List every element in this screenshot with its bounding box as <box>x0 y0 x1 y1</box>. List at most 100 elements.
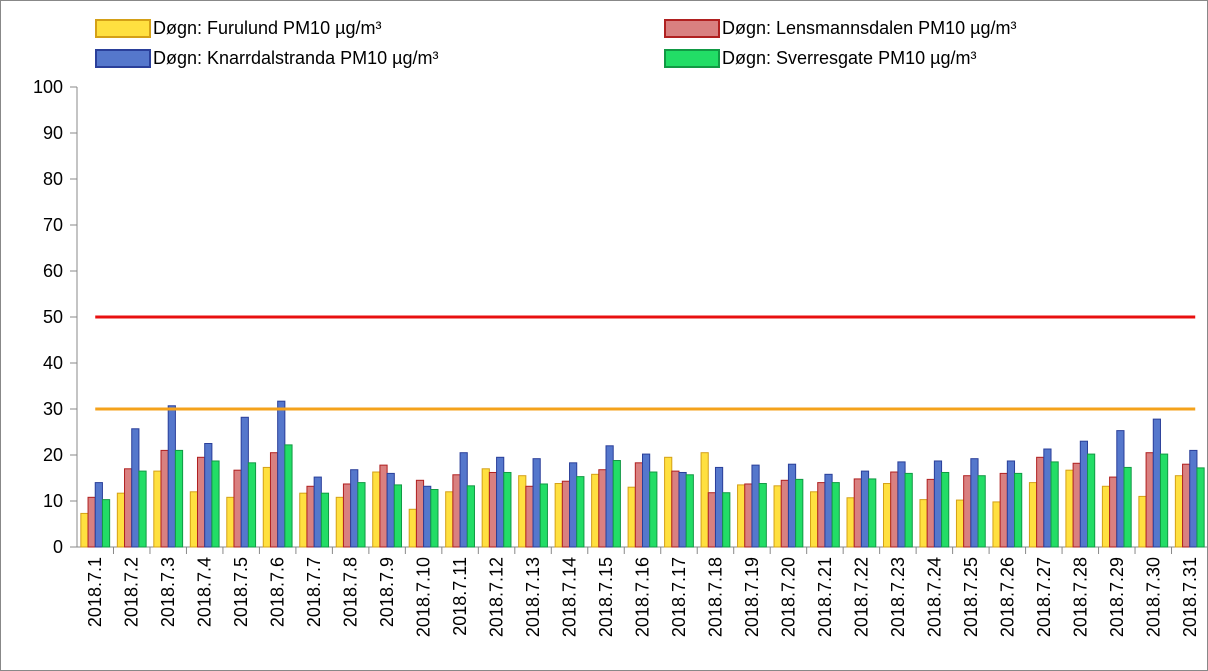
bar <box>904 472 913 548</box>
y-tick-label: 90 <box>43 123 63 143</box>
bar <box>882 483 892 548</box>
x-tick-label: 2018.7.3 <box>158 557 178 627</box>
y-tick-label: 100 <box>33 77 63 97</box>
y-tick-label: 10 <box>43 491 63 511</box>
bar <box>591 473 600 548</box>
y-tick-label: 30 <box>43 399 63 419</box>
bar <box>1174 475 1184 548</box>
bar <box>226 496 235 548</box>
x-tick-label: 2018.7.18 <box>705 557 725 637</box>
x-tick-label: 2018.7.24 <box>924 557 944 637</box>
bar <box>313 476 322 548</box>
x-tick-label: 2018.7.28 <box>1070 557 1090 637</box>
bar <box>598 469 607 548</box>
bar <box>1123 466 1132 548</box>
bar <box>174 449 184 548</box>
bar <box>853 478 862 548</box>
bar <box>890 471 899 548</box>
bar <box>196 456 206 548</box>
bar <box>773 485 782 548</box>
bar <box>247 462 257 548</box>
bar <box>1196 467 1205 548</box>
bar <box>1101 485 1111 548</box>
y-tick-label: 40 <box>43 353 63 373</box>
bar <box>445 491 454 548</box>
bar <box>320 492 330 548</box>
bar <box>700 452 709 548</box>
legend-label: Døgn: Furulund PM10 µg/m³ <box>153 18 381 38</box>
bar <box>350 469 359 548</box>
bar <box>1109 476 1118 548</box>
x-tick-label: 2018.7.5 <box>231 557 251 627</box>
bar <box>284 444 293 548</box>
bar <box>678 471 687 548</box>
x-tick-label: 2018.7.17 <box>669 557 689 637</box>
legend-swatch <box>95 49 151 68</box>
x-tick-label: 2018.7.9 <box>377 557 397 627</box>
bar <box>1065 469 1074 548</box>
y-tick-label: 20 <box>43 445 63 465</box>
bar <box>963 475 972 548</box>
bar <box>160 449 169 548</box>
bar <box>415 479 425 548</box>
bar <box>342 483 352 548</box>
x-tick-label: 2018.7.2 <box>122 557 142 627</box>
bar <box>1079 440 1089 548</box>
bar <box>795 478 804 548</box>
bar <box>751 464 760 548</box>
bar <box>810 491 819 548</box>
bar <box>919 499 928 548</box>
bar <box>977 475 986 548</box>
x-tick-label: 2018.7.21 <box>815 557 835 637</box>
legend-swatch <box>664 49 720 68</box>
bar <box>846 497 855 548</box>
bar <box>393 484 403 548</box>
bar <box>466 485 475 548</box>
bar <box>744 483 753 548</box>
bar <box>627 486 636 548</box>
x-tick-label: 2018.7.6 <box>268 557 288 627</box>
bar <box>211 460 220 548</box>
x-tick-label: 2018.7.23 <box>888 557 908 637</box>
x-tick-label: 2018.7.16 <box>633 557 653 637</box>
bar <box>642 453 651 548</box>
bar <box>1182 463 1191 548</box>
bar <box>1152 418 1161 548</box>
x-tick-label: 2018.7.31 <box>1180 557 1200 637</box>
bar <box>277 400 286 548</box>
bar <box>124 468 133 548</box>
bar <box>999 472 1008 548</box>
bar <box>941 471 950 548</box>
legend-swatch <box>664 19 720 38</box>
x-tick-label: 2018.7.11 <box>450 557 470 636</box>
y-tick-label: 80 <box>43 169 63 189</box>
x-tick-label: 2018.7.7 <box>304 557 324 627</box>
bar <box>80 512 89 548</box>
bar <box>87 496 96 548</box>
bar <box>1043 448 1052 548</box>
bar <box>496 456 505 548</box>
bar <box>831 482 840 548</box>
bar <box>707 492 716 548</box>
bar <box>525 485 534 548</box>
bar <box>970 458 979 548</box>
x-tick-label: 2018.7.25 <box>961 557 981 637</box>
bar <box>167 405 176 548</box>
bar <box>335 496 344 548</box>
bar <box>240 416 249 548</box>
x-tick-label: 2018.7.12 <box>487 557 507 637</box>
bar <box>758 483 767 548</box>
bar <box>357 482 366 548</box>
bar <box>372 471 381 548</box>
bar <box>459 452 468 548</box>
bar <box>1087 453 1096 548</box>
bar <box>554 483 563 548</box>
bar <box>488 471 498 548</box>
x-tick-label: 2018.7.1 <box>85 557 105 627</box>
legend-label: Døgn: Sverresgate PM10 µg/m³ <box>722 48 976 68</box>
bar <box>386 472 395 548</box>
bar <box>868 478 877 548</box>
bar <box>897 461 906 548</box>
